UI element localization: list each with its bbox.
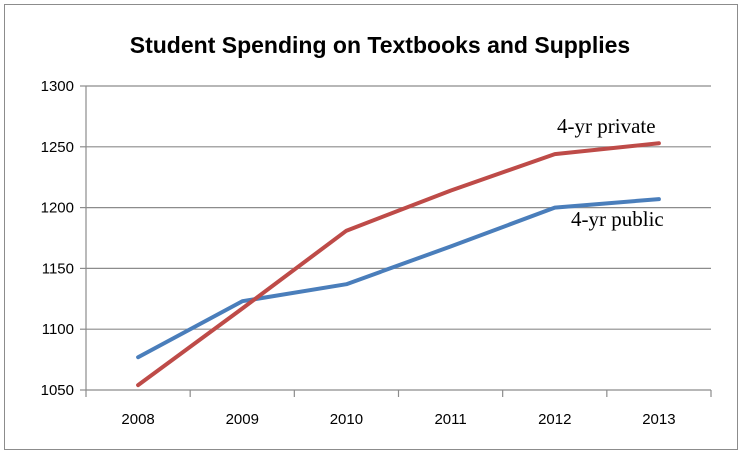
y-tick-label: 1300 bbox=[41, 78, 74, 95]
x-tick-label: 2008 bbox=[121, 411, 154, 428]
x-axis-ticks: 2008 2009 2010 2011 2012 2013 bbox=[121, 411, 675, 428]
annotation-4yr-private: 4-yr private bbox=[557, 114, 656, 138]
x-tick-label: 2012 bbox=[538, 411, 571, 428]
x-tick-label: 2009 bbox=[226, 411, 259, 428]
annotation-4yr-public: 4-yr public bbox=[571, 207, 664, 231]
series-lines bbox=[136, 141, 661, 388]
y-tick-label: 1150 bbox=[42, 260, 74, 277]
series-line-4-yr-private bbox=[136, 141, 661, 388]
series-line-4-yr-public bbox=[136, 197, 661, 360]
x-tick-label: 2010 bbox=[330, 411, 363, 428]
x-tick-label: 2013 bbox=[642, 411, 675, 428]
y-tick-label: 1250 bbox=[41, 139, 74, 156]
y-tick-label: 1100 bbox=[42, 321, 74, 338]
y-axis-ticks: 1300 1250 1200 1150 1100 1050 bbox=[41, 78, 74, 399]
x-tick-label: 2011 bbox=[434, 411, 466, 428]
y-tick-label: 1200 bbox=[41, 200, 74, 217]
chart-title: Student Spending on Textbooks and Suppli… bbox=[130, 32, 630, 58]
y-tick-label: 1050 bbox=[41, 382, 74, 399]
chart-frame bbox=[4, 4, 738, 450]
